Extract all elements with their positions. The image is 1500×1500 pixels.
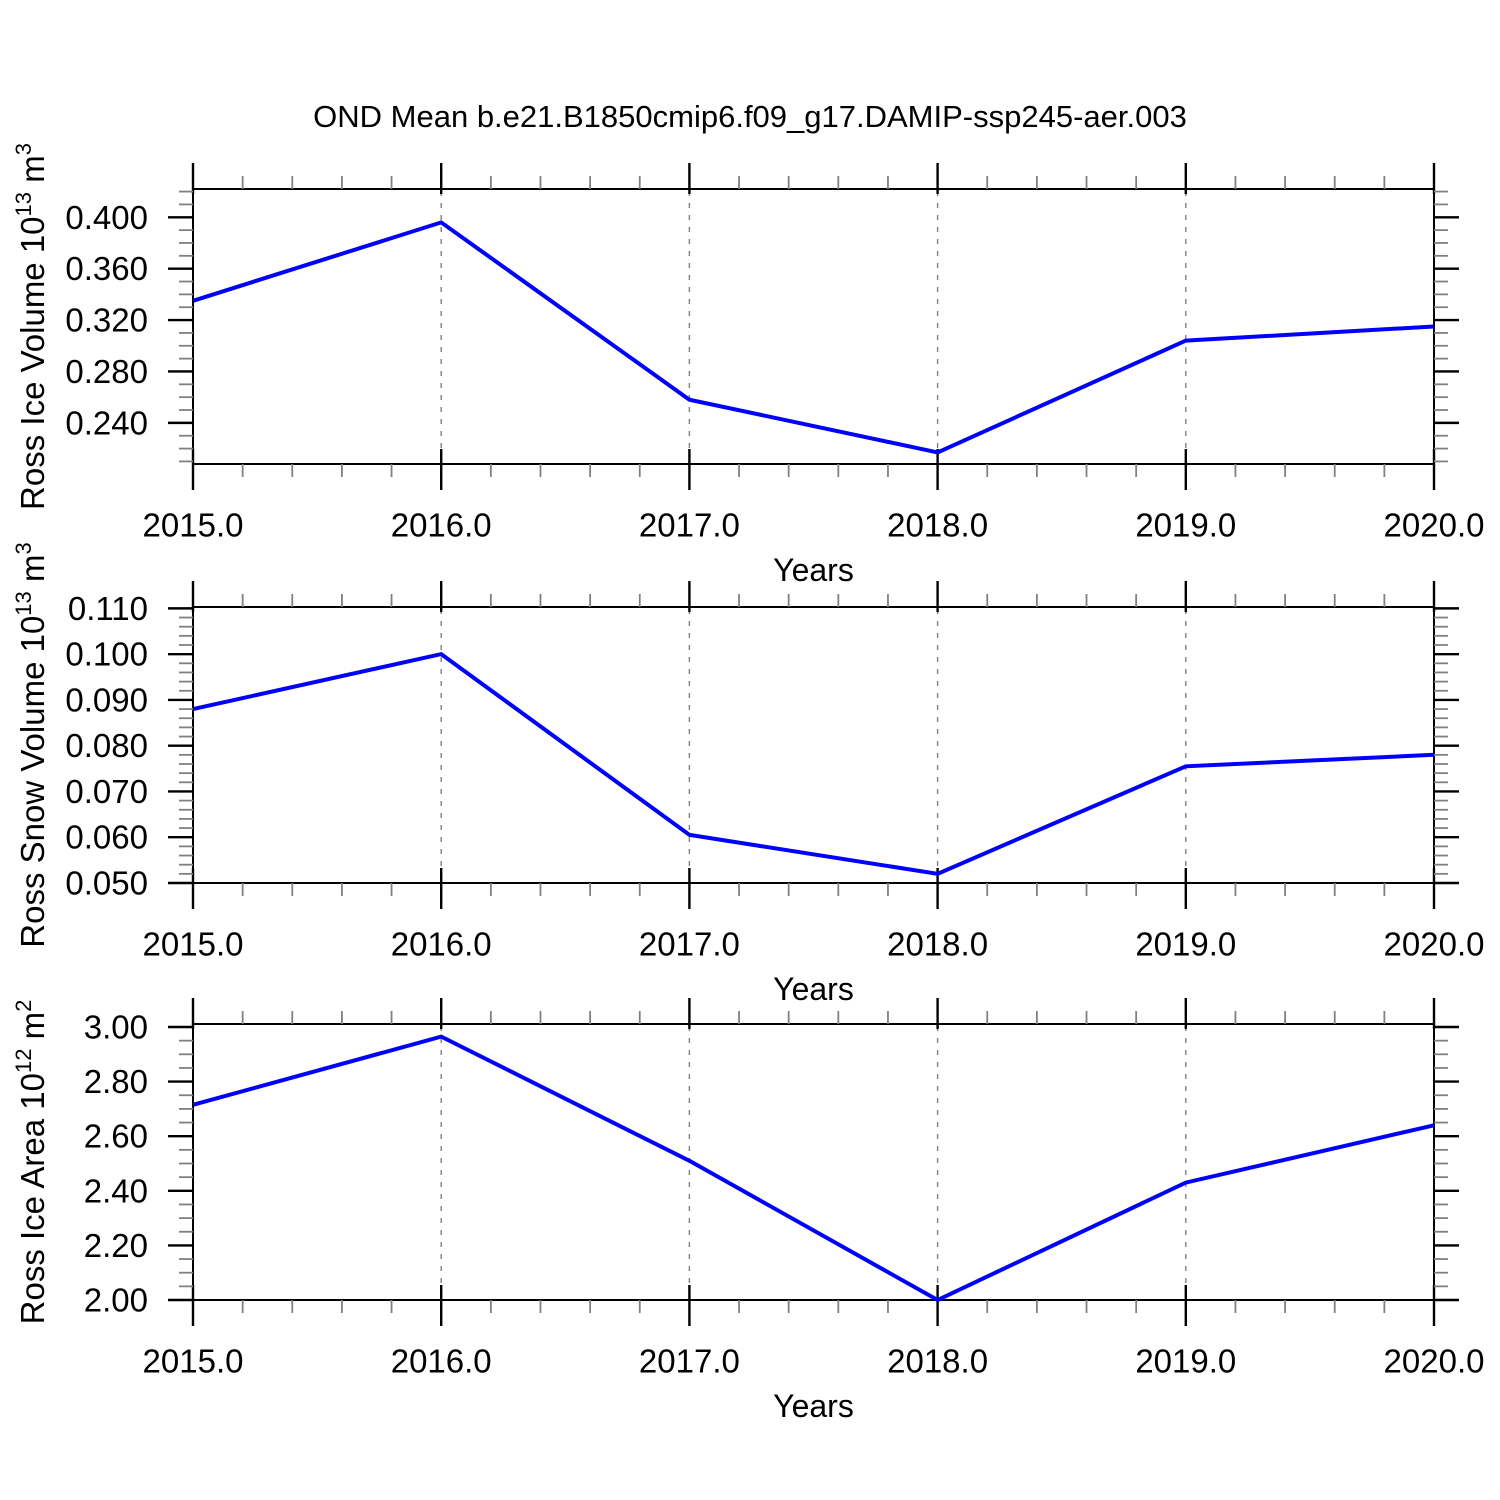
x-tick-label: 2018.0	[887, 1343, 988, 1380]
x-tick-label: 2019.0	[1135, 507, 1236, 544]
x-axis-title: Years	[773, 552, 854, 588]
figure-title: OND Mean b.e21.B1850cmip6.f09_g17.DAMIP-…	[313, 99, 1187, 134]
x-axis-title: Years	[773, 1388, 854, 1424]
plot-frame	[192, 188, 1435, 465]
x-tick-label: 2015.0	[143, 1343, 244, 1380]
data-line	[192, 220, 1435, 455]
y-tick-label: 2.00	[84, 1282, 148, 1319]
y-tick-label: 2.40	[84, 1172, 148, 1209]
y-tick-label: 2.80	[84, 1063, 148, 1100]
y-tick-label: 0.070	[65, 773, 148, 810]
y-tick-label: 3.00	[84, 1009, 148, 1046]
ross-snow-volume-chart: 2015.0 2016.0 2017.0 2018.0 2019.0 2020.0 0.05…	[11, 542, 1484, 1007]
y-tick-label: 0.280	[65, 353, 148, 390]
x-axis-title: Years	[773, 971, 854, 1007]
x-tick-label: 2020.0	[1384, 1343, 1485, 1380]
x-tick-label: 2015.0	[143, 507, 244, 544]
ross-ice-area-chart: 2015.0 2016.0 2017.0 2018.0 2019.0 2020.0 2.00…	[11, 998, 1484, 1424]
plot-frame	[192, 606, 1435, 884]
x-tick-label: 2017.0	[639, 926, 740, 963]
y-tick-label: 0.050	[65, 865, 148, 902]
y-tick-label: 0.090	[65, 681, 148, 718]
y-axis-title: Ross Ice Area 1012 m2	[11, 1000, 51, 1325]
x-tick-label: 2020.0	[1384, 507, 1485, 544]
data-line	[192, 1034, 1435, 1303]
x-tick-label: 2018.0	[887, 507, 988, 544]
plot-frame	[192, 1023, 1435, 1301]
x-tick-label: 2016.0	[391, 507, 492, 544]
x-tick-label: 2016.0	[391, 1343, 492, 1380]
y-tick-label: 0.240	[65, 404, 148, 441]
y-tick-label: 2.20	[84, 1227, 148, 1264]
y-axis-title: Ross Snow Volume 1013 m3	[11, 542, 51, 947]
y-tick-label: 0.400	[65, 199, 148, 236]
y-tick-label: 0.100	[65, 636, 148, 673]
x-tick-label: 2018.0	[887, 926, 988, 963]
x-tick-label: 2019.0	[1135, 926, 1236, 963]
y-axis-title: Ross Ice Volume 1013 m3	[11, 143, 51, 510]
y-tick-label: 0.110	[68, 590, 148, 627]
x-tick-label: 2017.0	[639, 1343, 740, 1380]
x-tick-label: 2017.0	[639, 507, 740, 544]
x-tick-label: 2020.0	[1384, 926, 1485, 963]
data-line	[192, 651, 1435, 876]
y-tick-label: 0.360	[65, 250, 148, 287]
x-tick-label: 2016.0	[391, 926, 492, 963]
y-tick-label: 2.60	[84, 1118, 148, 1155]
ross-ice-volume-chart: 2015.0 2016.0 2017.0 2018.0 2019.0 2020.0 0.24…	[11, 143, 1484, 588]
y-tick-label: 0.060	[65, 819, 148, 856]
y-tick-label: 0.320	[65, 302, 148, 339]
y-tick-label: 0.080	[65, 727, 148, 764]
x-tick-label: 2015.0	[143, 926, 244, 963]
x-tick-label: 2019.0	[1135, 1343, 1236, 1380]
